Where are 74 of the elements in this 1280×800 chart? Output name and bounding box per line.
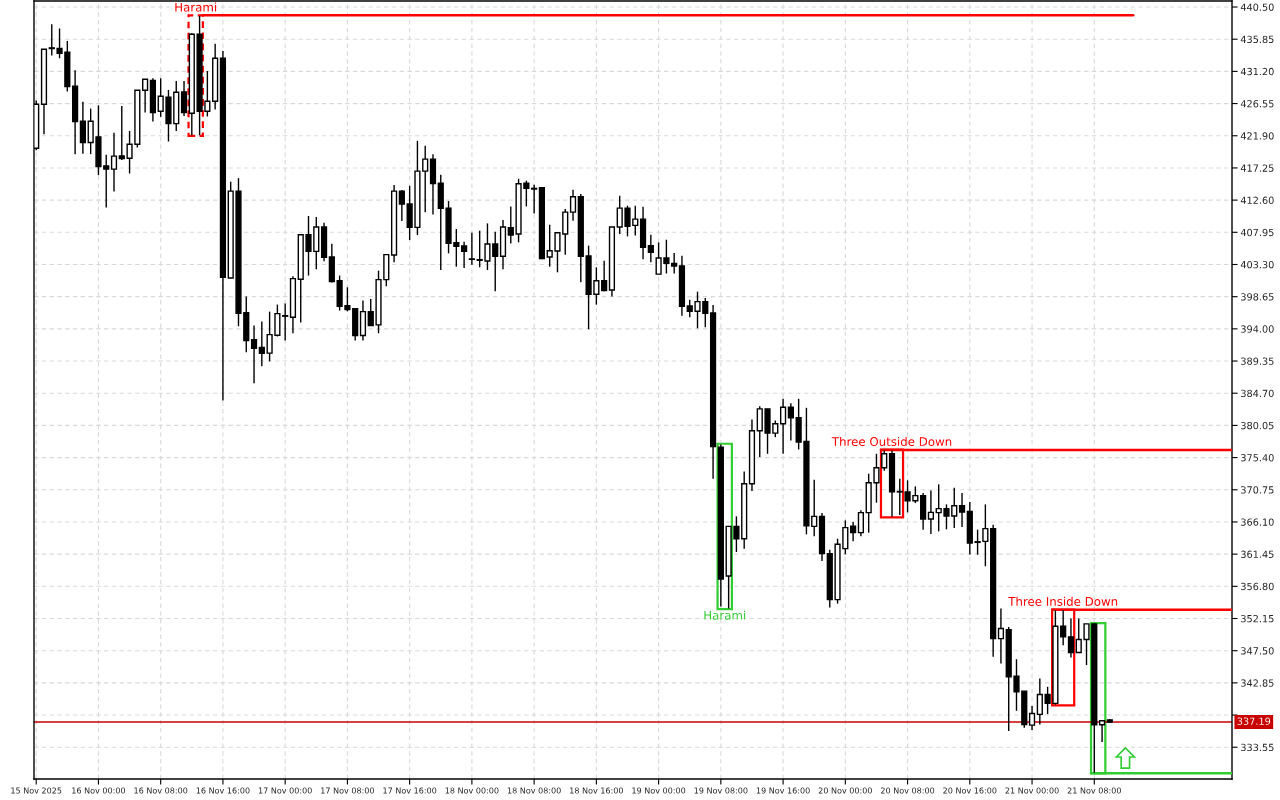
x-tick-label: 17 Nov 16:00	[383, 787, 437, 794]
candlestick	[79, 101, 86, 155]
candlestick	[850, 521, 857, 543]
candlestick	[601, 259, 608, 292]
candlestick	[110, 132, 118, 193]
y-tick-label: 356.80	[1241, 582, 1274, 591]
y-tick-label: 384.70	[1241, 389, 1274, 398]
candlestick	[398, 189, 405, 222]
y-tick-label: 412.60	[1240, 196, 1274, 204]
y-tick-label: 435.85	[1240, 35, 1274, 44]
x-tick-label: 16 Nov 16:00	[196, 787, 250, 794]
candlestick	[1036, 677, 1043, 726]
candlestick	[857, 509, 864, 538]
y-tick-label: 380.05	[1241, 421, 1274, 430]
annotation: Three Outside Down	[831, 436, 952, 447]
x-tick-label: 19 Nov 00:00	[632, 787, 686, 794]
y-tick-label: 361.45	[1241, 550, 1274, 558]
y-tick-label: 431.20	[1240, 67, 1274, 76]
candlestick	[958, 492, 966, 528]
x-tick-label: 15 Nov 2025	[11, 787, 62, 794]
candlestick	[282, 302, 289, 342]
y-tick-label: 370.75	[1241, 486, 1274, 494]
candlestick	[927, 489, 935, 535]
y-tick-label: 342.85	[1241, 679, 1274, 687]
x-tick-label: 21 Nov 00:00	[1005, 787, 1059, 794]
y-tick-label: 375.40	[1241, 454, 1274, 462]
y-tick-label: 389.35	[1241, 357, 1274, 365]
annotation: Three Inside Down	[1008, 596, 1118, 606]
x-tick-label: 20 Nov 08:00	[881, 787, 935, 794]
x-tick-label: 18 Nov 00:00	[445, 787, 499, 794]
y-tick-label: 440.50	[1240, 3, 1274, 11]
y-tick-label: 347.50	[1241, 647, 1274, 655]
x-tick-label: 21 Nov 08:00	[1067, 787, 1121, 794]
ref-line-label: 337.19	[1237, 717, 1271, 725]
y-tick-label: 417.25	[1240, 164, 1274, 172]
candlestick	[1028, 705, 1036, 731]
candlestick	[461, 241, 468, 269]
candlestick	[1098, 719, 1106, 743]
x-tick-label: 18 Nov 08:00	[507, 787, 561, 794]
candlestick	[359, 299, 367, 342]
candlestick	[779, 398, 787, 455]
candlestick	[997, 607, 1005, 665]
candlestick	[920, 492, 927, 531]
y-tick-label: 398.65	[1241, 293, 1274, 301]
annotation: Harami	[704, 610, 746, 620]
candlestick	[569, 189, 577, 222]
x-tick-label: 19 Nov 08:00	[694, 787, 748, 794]
x-tick-label: 20 Nov 16:00	[943, 787, 997, 794]
candlestick	[787, 402, 794, 442]
x-tick-label: 17 Nov 00:00	[258, 787, 312, 794]
x-tick-label: 19 Nov 16:00	[756, 787, 810, 794]
y-tick-label: 407.95	[1240, 228, 1274, 237]
x-tick-label: 20 Nov 00:00	[818, 787, 872, 794]
x-tick-label: 18 Nov 16:00	[570, 787, 623, 794]
x-tick-label: 17 Nov 08:00	[321, 787, 375, 794]
candlestick	[531, 184, 538, 215]
candlestick	[180, 80, 188, 117]
y-tick-label: 352.15	[1241, 614, 1274, 623]
candlestick	[250, 324, 258, 384]
candlestick	[468, 231, 475, 266]
x-tick-label: 16 Nov 00:00	[72, 787, 126, 794]
y-tick-label: 333.55	[1241, 743, 1274, 752]
candlestick	[142, 78, 149, 114]
y-tick-label: 426.55	[1240, 100, 1274, 108]
candlestick	[647, 234, 654, 264]
candlestick	[1067, 617, 1075, 659]
y-tick-label: 403.30	[1240, 260, 1274, 269]
candlestick	[1060, 609, 1067, 646]
candlestick	[671, 252, 678, 275]
annotation: Harami	[175, 2, 217, 12]
x-tick-label: 16 Nov 08:00	[134, 787, 188, 794]
y-tick-label: 366.10	[1241, 518, 1274, 526]
y-tick-label: 394.00	[1241, 325, 1274, 333]
y-tick-label: 421.90	[1240, 132, 1274, 140]
